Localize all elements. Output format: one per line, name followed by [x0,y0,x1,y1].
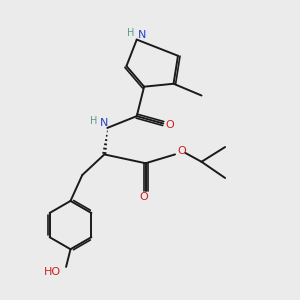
Text: N: N [100,118,109,128]
Text: O: O [165,120,174,130]
Text: H: H [90,116,98,126]
Text: N: N [138,30,146,40]
Text: O: O [177,146,186,157]
Text: H: H [127,28,134,38]
Text: O: O [140,191,148,202]
Text: HO: HO [44,267,62,277]
